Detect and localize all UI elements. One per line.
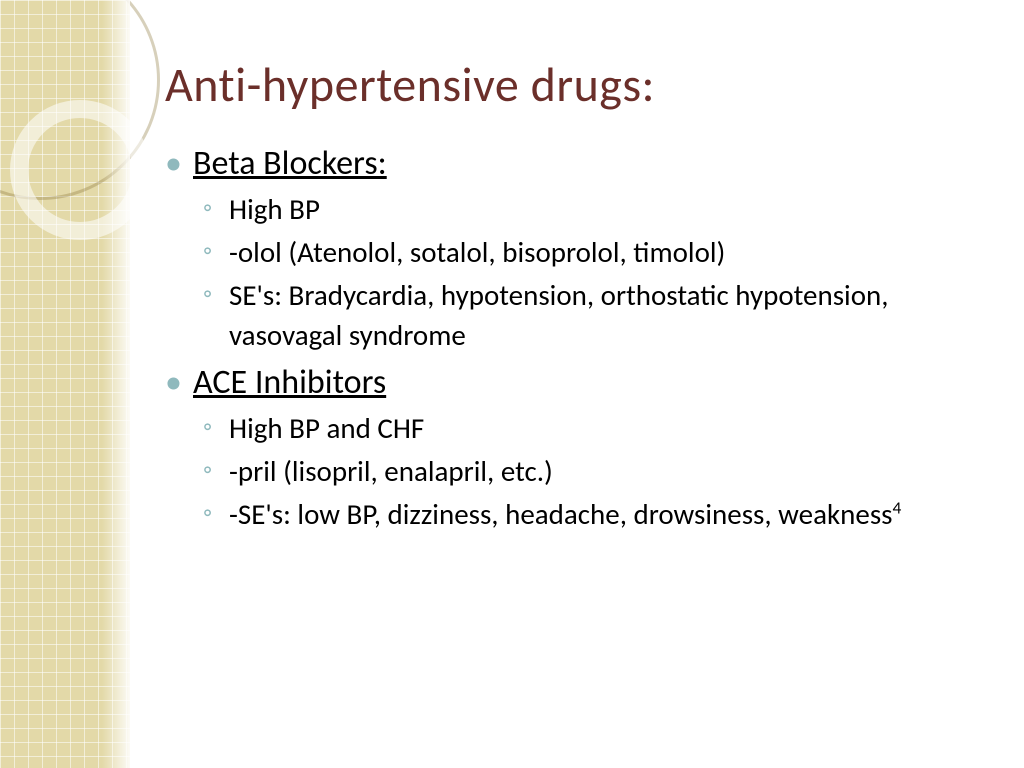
bullet-list-level-1: Beta Blockers: High BP -olol (Atenolol, … [165, 142, 984, 534]
slide-title: Anti-hypertensive drugs: [165, 55, 984, 114]
decorative-circle-ring [10, 100, 150, 240]
list-item: -pril (lisopril, enalapril, etc.) [229, 452, 984, 491]
bullet-list-level-2: High BP -olol (Atenolol, sotalol, bisopr… [193, 190, 984, 355]
section-heading: ACE Inhibitors [193, 362, 386, 403]
sidebar-decoration [0, 0, 130, 768]
list-item: High BP and CHF [229, 409, 984, 448]
list-item: Beta Blockers: High BP -olol (Atenolol, … [193, 142, 984, 355]
list-item-text: -SE's: low BP, dizziness, headache, drow… [229, 496, 893, 532]
list-item: ACE Inhibitors High BP and CHF -pril (li… [193, 361, 984, 535]
section-heading: Beta Blockers: [193, 143, 387, 184]
bullet-list-level-2: High BP and CHF -pril (lisopril, enalapr… [193, 409, 984, 534]
list-item: High BP [229, 190, 984, 229]
list-item: -SE's: low BP, dizziness, headache, drow… [229, 495, 984, 534]
slide-content: Anti-hypertensive drugs: Beta Blockers: … [165, 55, 984, 540]
list-item: SE's: Bradycardia, hypotension, orthosta… [229, 276, 984, 354]
list-item: -olol (Atenolol, sotalol, bisoprolol, ti… [229, 233, 984, 272]
footnote-superscript: 4 [893, 497, 902, 519]
